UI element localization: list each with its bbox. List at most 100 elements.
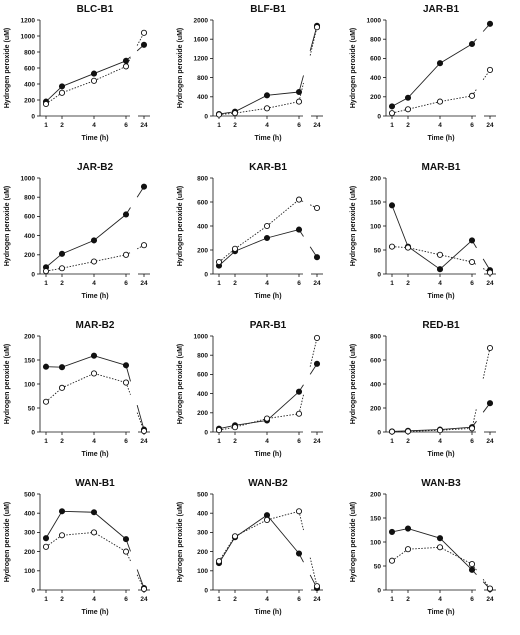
data-point-open (295, 508, 303, 515)
x-tick-label: 6 (297, 280, 301, 287)
data-point-filled (313, 254, 321, 261)
x-tick-label: 1 (44, 596, 48, 603)
data-point-filled (122, 362, 130, 369)
series-line-dotted (45, 65, 127, 105)
chart-panel-jar-b1: JAR-B1 0 200 400 600 800 1000 1 2 4 6 24 Time (h) Hyd… (346, 0, 519, 158)
x-tick-label: 6 (470, 596, 474, 603)
x-axis-label: Time (h) (81, 135, 108, 142)
x-tick-label: 6 (297, 122, 301, 129)
x-tick-label: 1 (44, 122, 48, 129)
x-tick-label: 4 (92, 280, 96, 287)
data-point-open (388, 428, 396, 435)
y-tick-label: 800 (197, 75, 208, 82)
data-point-filled (58, 250, 66, 257)
y-tick-label: 200 (370, 175, 381, 182)
chart-title: WAN-B2 (248, 478, 288, 489)
y-axis-label: Hydrogen peroxide (uM) (177, 28, 184, 109)
data-point-open (388, 243, 396, 250)
series-connector-segment (482, 347, 491, 379)
series-line-solid (391, 528, 473, 571)
y-tick-label: 400 (370, 381, 381, 388)
data-point-open (388, 110, 396, 117)
y-tick-label: 200 (370, 491, 381, 498)
y-tick-label: 2000 (194, 17, 209, 24)
data-point-filled (486, 20, 494, 27)
data-point-filled (42, 363, 50, 370)
data-point-open (215, 111, 223, 118)
x-tick-label: 1 (390, 122, 394, 129)
series-connector-segment (309, 337, 318, 367)
x-tick-label: 6 (297, 596, 301, 603)
x-tick-label: 6 (297, 438, 301, 445)
series-line-solid (45, 214, 127, 268)
y-tick-label: 200 (197, 410, 208, 417)
data-point-open (486, 66, 494, 73)
y-tick-label: 0 (204, 587, 208, 594)
x-tick-label: 6 (470, 280, 474, 287)
data-point-open (90, 529, 98, 536)
x-tick-label: 6 (470, 438, 474, 445)
data-point-filled (388, 103, 396, 110)
data-point-open (122, 548, 130, 555)
x-axis-label: Time (h) (427, 451, 454, 458)
chart-title: KAR-B1 (249, 162, 287, 173)
x-tick-label: 2 (60, 122, 64, 129)
data-point-open (58, 265, 66, 272)
y-tick-label: 400 (24, 81, 35, 88)
y-tick-label: 400 (24, 511, 35, 518)
data-point-open (468, 425, 476, 432)
y-tick-label: 100 (197, 568, 208, 575)
x-tick-label: 2 (233, 596, 237, 603)
chart-title: PAR-B1 (250, 320, 287, 331)
data-point-filled (404, 94, 412, 101)
chart-title: BLF-B1 (250, 4, 286, 15)
y-tick-label: 1200 (21, 17, 36, 24)
data-point-open (263, 105, 271, 112)
x-tick-label: 24 (313, 596, 321, 603)
y-tick-label: 0 (377, 113, 381, 120)
data-point-open (42, 268, 50, 275)
data-point-filled (42, 535, 50, 542)
data-point-open (42, 100, 50, 108)
x-tick-label: 2 (60, 596, 64, 603)
y-tick-label: 600 (197, 372, 208, 379)
series-connector-segment (309, 557, 318, 587)
data-point-open (436, 251, 444, 258)
x-tick-label: 1 (390, 280, 394, 287)
data-point-open (313, 334, 321, 341)
data-point-open (404, 106, 412, 113)
x-axis-label: Time (h) (427, 609, 454, 616)
data-point-open (313, 583, 321, 590)
data-point-open (295, 98, 303, 105)
x-tick-label: 6 (470, 122, 474, 129)
data-point-open (486, 269, 494, 276)
x-axis-label: Time (h) (427, 135, 454, 142)
series-line-solid (218, 514, 300, 564)
x-tick-label: 4 (265, 596, 269, 603)
y-axis-label: Hydrogen peroxide (uM) (350, 344, 357, 425)
data-point-open (468, 92, 476, 99)
y-tick-label: 600 (197, 199, 208, 206)
data-point-open (140, 585, 148, 593)
y-tick-label: 600 (370, 56, 381, 63)
x-tick-label: 2 (233, 280, 237, 287)
data-point-filled (90, 70, 98, 77)
x-tick-label: 4 (265, 280, 269, 287)
series-connector-segment (471, 408, 477, 429)
series-line-solid (45, 60, 127, 102)
y-axis-label: Hydrogen peroxide (uM) (350, 186, 357, 267)
series-line-dotted (218, 199, 300, 263)
x-tick-label: 6 (124, 596, 128, 603)
y-tick-label: 150 (24, 357, 35, 364)
data-point-filled (295, 550, 303, 557)
chart-panel-blc-b1: BLC-B1 0 200 400 600 800 1000 1200 1 2 4 6 24 Time (h… (0, 0, 173, 158)
x-tick-label: 4 (92, 122, 96, 129)
x-axis-label: Time (h) (254, 135, 281, 142)
data-point-filled (486, 400, 494, 407)
data-point-open (58, 89, 66, 96)
series-connector-segment (298, 511, 304, 531)
